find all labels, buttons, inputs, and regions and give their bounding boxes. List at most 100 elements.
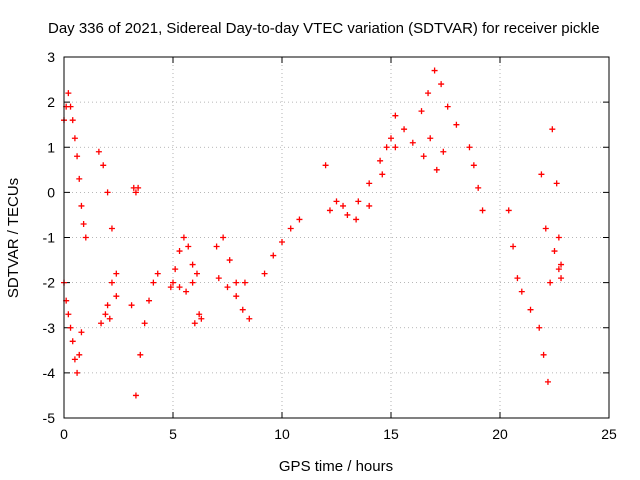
data-point (377, 157, 384, 164)
x-tick-label: 10 (274, 426, 290, 442)
data-point (224, 284, 231, 291)
data-point (392, 112, 399, 119)
data-point (78, 202, 85, 209)
data-point (536, 324, 543, 331)
plot-frame (63, 56, 610, 419)
data-point (551, 248, 558, 255)
data-point (172, 266, 179, 273)
data-series-10 (191, 311, 205, 327)
data-point (553, 180, 560, 187)
data-point (326, 207, 333, 214)
data-point (132, 392, 139, 399)
data-point (95, 148, 102, 155)
data-point (213, 243, 220, 250)
data-point (71, 356, 78, 363)
data-point (170, 279, 176, 286)
data-point (527, 306, 534, 313)
data-point (176, 248, 183, 255)
x-axis-title: GPS time / hours (279, 458, 393, 475)
data-point (102, 311, 109, 318)
data-point (98, 320, 105, 327)
data-point (470, 162, 477, 169)
data-point (538, 171, 545, 178)
data-point (555, 266, 562, 273)
data-point (547, 279, 554, 286)
data-point (433, 166, 440, 173)
data-point (67, 103, 74, 110)
y-tick-label: 2 (47, 94, 55, 110)
data-point (409, 139, 416, 146)
y-tick-label: -2 (43, 275, 56, 291)
data-point (198, 315, 205, 322)
y-axis-title: SDTVAR / TECUs (5, 178, 22, 298)
data-point (544, 378, 551, 385)
data-point (183, 288, 190, 295)
data-points (61, 67, 565, 399)
data-point (518, 288, 525, 295)
data-point (287, 225, 294, 232)
data-point (438, 81, 445, 88)
data-series-17 (418, 67, 460, 128)
data-point (78, 329, 85, 336)
data-series-18 (420, 135, 447, 173)
data-series-15 (326, 144, 399, 223)
chart-title: Day 336 of 2021, Sidereal Day-to-day VTE… (48, 20, 600, 37)
data-point (453, 121, 460, 128)
data-point (549, 126, 556, 133)
data-point (558, 275, 565, 282)
data-point (108, 279, 115, 286)
data-point (146, 297, 153, 304)
data-point (270, 252, 277, 259)
data-point (388, 135, 394, 142)
data-point (392, 144, 399, 151)
data-point (132, 189, 139, 196)
data-point (128, 302, 135, 309)
grid-lines (64, 57, 609, 418)
data-point (113, 270, 120, 277)
data-point (383, 144, 390, 151)
data-point (431, 67, 438, 74)
data-point (74, 153, 81, 160)
data-point (558, 261, 565, 268)
data-point (505, 207, 512, 214)
y-tick-label: 0 (47, 184, 55, 200)
y-tick-label: 3 (47, 49, 55, 65)
data-point (108, 225, 115, 232)
data-point (379, 171, 386, 178)
data-point (226, 257, 233, 264)
data-point (80, 220, 87, 227)
data-point (261, 270, 268, 277)
data-point (353, 216, 360, 223)
data-point (355, 198, 362, 205)
data-point (65, 311, 72, 318)
data-point (555, 234, 562, 241)
data-point (150, 279, 157, 286)
data-point (239, 306, 246, 313)
data-point (420, 153, 427, 160)
data-point (191, 320, 198, 327)
data-point (418, 108, 425, 115)
data-point (137, 351, 144, 358)
data-point (76, 175, 83, 182)
data-point (82, 234, 89, 241)
data-point (233, 293, 240, 300)
x-tick-label: 20 (492, 426, 508, 442)
data-series-21 (538, 171, 565, 286)
data-point (141, 320, 148, 327)
data-point (189, 279, 196, 286)
data-point (69, 338, 76, 345)
data-series-5 (98, 311, 113, 327)
y-tick-label: 1 (47, 139, 55, 155)
data-point (154, 270, 161, 277)
x-tick-label: 15 (383, 426, 399, 442)
data-point (479, 207, 486, 214)
data-point (189, 261, 196, 268)
data-point (67, 324, 74, 331)
data-series-9 (170, 279, 196, 295)
data-point (74, 369, 81, 376)
data-point (104, 189, 111, 196)
y-tick-label: -4 (43, 365, 56, 381)
data-series-3 (95, 148, 120, 277)
data-point (76, 351, 83, 358)
